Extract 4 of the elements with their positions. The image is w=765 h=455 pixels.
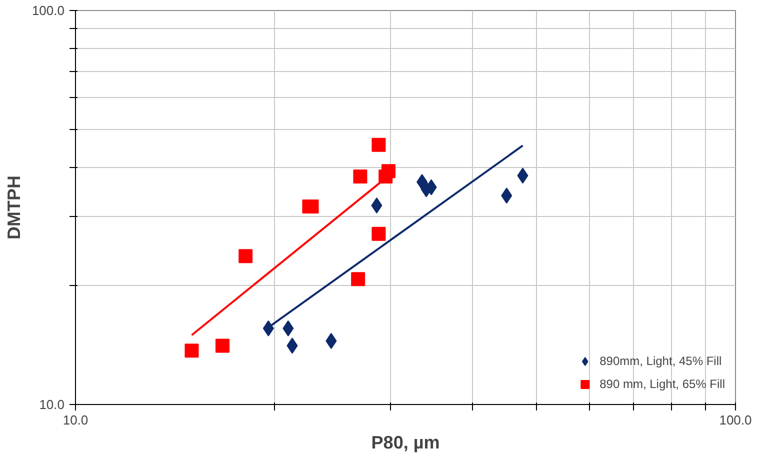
legend-label: 890mm, Light, 45% Fill: [600, 354, 722, 368]
legend-label: 890 mm, Light, 65% Fill: [600, 377, 725, 391]
x-axis-title: P80, µm: [371, 432, 440, 452]
y-axis-title: DMTPH: [4, 175, 24, 240]
